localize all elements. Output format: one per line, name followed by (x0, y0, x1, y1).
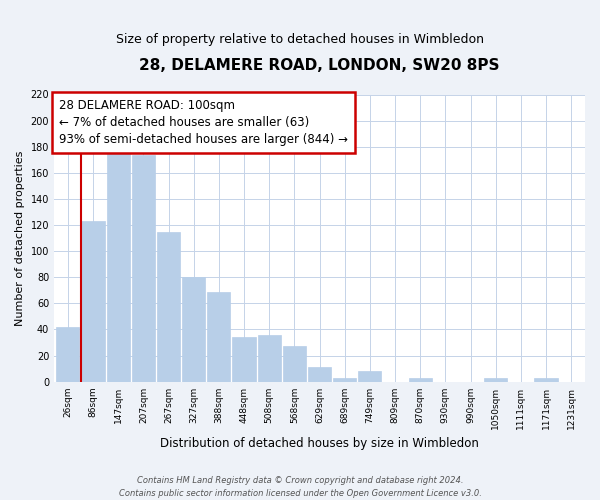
Bar (132, 154, 155, 382)
X-axis label: Distribution of detached houses by size in Wimbledon: Distribution of detached houses by size … (160, 437, 479, 450)
Title: 28, DELAMERE ROAD, LONDON, SW20 8PS: 28, DELAMERE ROAD, LONDON, SW20 8PS (139, 58, 500, 72)
Bar (535, 378, 557, 382)
Bar (82, 221, 104, 382)
Bar (257, 334, 281, 382)
Text: Contains HM Land Registry data © Crown copyright and database right 2024.
Contai: Contains HM Land Registry data © Crown c… (119, 476, 481, 498)
Bar (409, 378, 432, 382)
Bar (333, 378, 356, 382)
Y-axis label: Number of detached properties: Number of detached properties (15, 150, 25, 326)
Bar (182, 278, 205, 382)
Bar (107, 142, 130, 382)
Bar (283, 346, 306, 382)
Bar (484, 378, 507, 382)
Bar (308, 368, 331, 382)
Bar (232, 338, 256, 382)
Bar (207, 292, 230, 382)
Text: 28 DELAMERE ROAD: 100sqm
← 7% of detached houses are smaller (63)
93% of semi-de: 28 DELAMERE ROAD: 100sqm ← 7% of detache… (59, 99, 349, 146)
Text: Size of property relative to detached houses in Wimbledon: Size of property relative to detached ho… (116, 32, 484, 46)
Bar (358, 371, 382, 382)
Bar (157, 232, 180, 382)
Bar (56, 327, 79, 382)
